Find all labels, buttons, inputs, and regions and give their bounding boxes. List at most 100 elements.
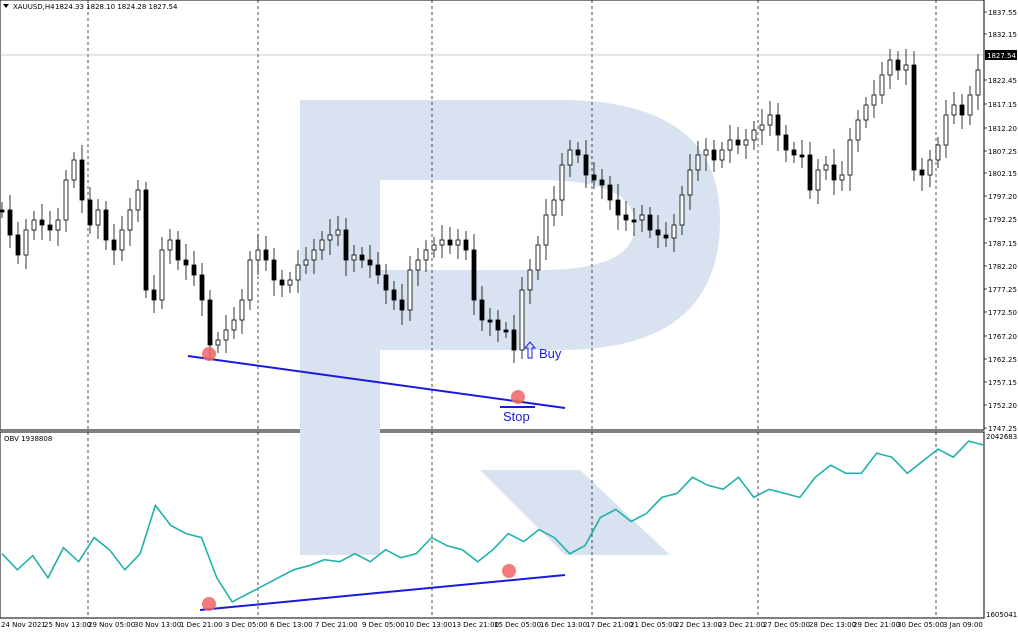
indicator-panel[interactable]	[0, 431, 985, 619]
time-separators	[87, 0, 937, 618]
obv-trendline[interactable]	[199, 574, 566, 611]
candle-body	[791, 149, 797, 156]
price-tick-label: 1822.45	[988, 77, 1017, 85]
candle-body	[351, 254, 357, 261]
candle-body	[343, 229, 349, 261]
candle-body	[735, 139, 741, 146]
candle-body	[911, 64, 917, 171]
candle-body	[767, 114, 773, 126]
candle-body	[359, 254, 365, 261]
price-tick-label: 1752.20	[988, 402, 1017, 410]
candle-body	[559, 164, 565, 201]
candle-body	[951, 104, 957, 116]
candle-body	[271, 259, 277, 281]
price-panel[interactable]	[0, 0, 985, 431]
candle-body	[439, 239, 445, 246]
buy-annotation: Buy	[523, 341, 562, 361]
obv-scale-bottom: 1605041	[986, 611, 1017, 619]
time-tick-label: 3 Jan 09:00	[943, 621, 983, 629]
time-tick-label: 3 Dec 05:00	[225, 621, 268, 629]
candle-body	[671, 224, 677, 239]
candle-body	[551, 199, 557, 216]
candle-body	[567, 149, 573, 166]
candle-body	[303, 259, 309, 266]
buy-label: Buy	[539, 346, 562, 361]
time-tick-label: 13 Dec 21:00	[452, 621, 499, 629]
candle-body	[191, 264, 197, 276]
time-tick-label: 17 Dec 21:00	[586, 621, 633, 629]
symbol-label: XAUUSD,H4	[13, 3, 55, 11]
candle-body	[447, 239, 453, 246]
candle-body	[919, 169, 925, 176]
price-tick-label: 1787.15	[988, 240, 1017, 248]
candlesticks	[0, 49, 981, 363]
time-tick-label: 27 Dec 05:00	[763, 621, 810, 629]
stop-label: Stop	[503, 409, 530, 424]
obv-series-line	[1, 440, 985, 603]
candle-body	[47, 224, 53, 231]
candle-body	[903, 64, 909, 71]
candle-body	[703, 149, 709, 156]
time-tick-label: 7 Dec 21:00	[315, 621, 358, 629]
triangle-down-icon[interactable]	[3, 4, 9, 8]
price-tick-label: 1832.15	[988, 31, 1017, 39]
candle-body	[199, 274, 205, 301]
candle-body	[167, 239, 173, 251]
obv-marker-1	[202, 597, 216, 611]
candle-body	[279, 279, 285, 286]
candle-body	[607, 184, 613, 201]
candle-body	[311, 249, 317, 261]
price-tick-label: 1812.20	[988, 125, 1017, 133]
candle-body	[503, 329, 509, 333]
candle-body	[599, 179, 605, 186]
price-tick-label: 1792.25	[988, 216, 1017, 224]
price-trendline[interactable]	[187, 355, 566, 409]
candle-body	[879, 74, 885, 96]
candle-body	[839, 174, 845, 181]
watermark-logo	[300, 100, 720, 555]
candle-body	[95, 209, 101, 226]
time-tick-label: 6 Dec 13:00	[270, 621, 313, 629]
price-tick-label: 1797.20	[988, 193, 1017, 201]
candle-body	[719, 149, 725, 161]
low-marker-2	[511, 390, 525, 404]
candle-body	[399, 299, 405, 311]
candle-body	[687, 169, 693, 196]
candle-body	[63, 179, 69, 221]
candle-body	[487, 319, 493, 323]
candle-body	[247, 259, 253, 301]
time-tick-label: 30 Nov 13:00	[134, 621, 181, 629]
time-tick-label: 29 Nov 05:00	[88, 621, 135, 629]
candle-body	[591, 174, 597, 181]
candle-body	[815, 169, 821, 191]
candle-body	[295, 264, 301, 281]
candle-body	[111, 239, 117, 251]
obv-marker-2	[502, 564, 516, 578]
current-price-badge	[985, 50, 1017, 60]
time-tick-label: 10 Dec 13:00	[405, 621, 452, 629]
candle-body	[407, 269, 413, 311]
candle-body	[655, 229, 661, 236]
candle-body	[55, 219, 61, 231]
candle-body	[79, 159, 85, 201]
candle-body	[135, 189, 141, 211]
price-tick-label: 1837.55	[988, 9, 1017, 17]
candle-body	[527, 269, 533, 291]
candle-body	[223, 329, 229, 341]
candle-body	[175, 239, 181, 261]
candle-body	[895, 59, 901, 71]
candle-body	[239, 299, 245, 321]
candle-body	[0, 209, 5, 213]
candle-body	[15, 234, 21, 256]
ohlc-values: 1824.33 1828.10 1824.28 1827.54	[55, 3, 178, 11]
candle-body	[23, 229, 29, 256]
candle-body	[615, 199, 621, 216]
candle-body	[367, 259, 373, 266]
candle-body	[975, 69, 981, 96]
candle-body	[663, 234, 669, 239]
candle-body	[679, 194, 685, 226]
candle-body	[455, 239, 461, 246]
